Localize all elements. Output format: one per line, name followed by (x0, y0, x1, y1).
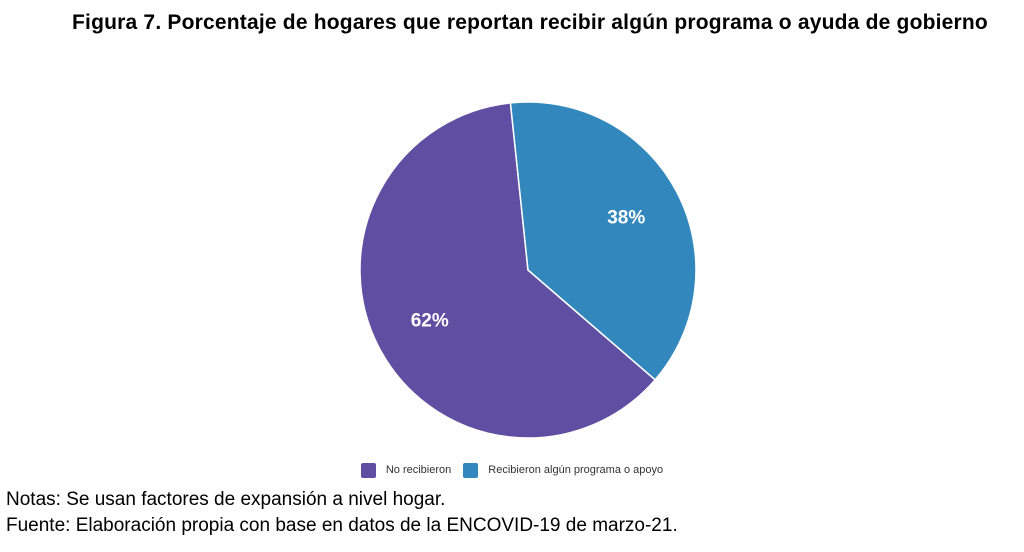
source-text: Fuente: Elaboración propia con base en d… (6, 515, 678, 536)
pie-slice-0 (359, 102, 657, 439)
chart-legend: No recibieron Recibieron algún programa … (0, 461, 1024, 479)
legend-swatch-recibieron (463, 462, 479, 478)
pie-slice-1 (509, 101, 697, 381)
legend-item-no-recibieron: No recibieron (360, 462, 452, 478)
chart-title: Figura 7. Porcentaje de hogares que repo… (72, 11, 988, 34)
legend-label-no-recibieron: No recibieron (385, 464, 452, 476)
legend-swatch-no-recibieron (360, 462, 376, 478)
pie-slice-label-1: 38% (607, 208, 645, 229)
legend-label-recibieron: Recibieron algún programa o apoyo (488, 464, 664, 476)
notes-text: Notas: Se usan factores de expansión a n… (6, 489, 446, 510)
chart-footer: Notas: Se usan factores de expansión a n… (6, 487, 678, 539)
pie-slice-label-0: 62% (411, 310, 449, 331)
legend-item-recibieron: Recibieron algún programa o apoyo (463, 462, 664, 478)
